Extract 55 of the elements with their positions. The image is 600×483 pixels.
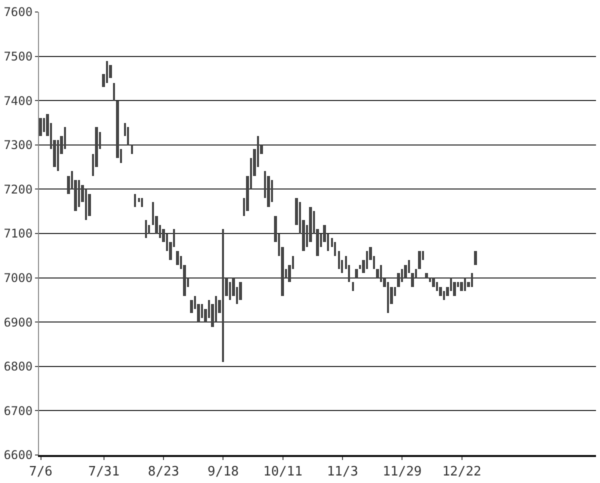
bar (474, 251, 477, 265)
y-tick-label: 6600 (4, 448, 33, 462)
bar (397, 273, 400, 287)
bar (464, 278, 466, 291)
bar (141, 198, 143, 207)
bar (334, 242, 336, 256)
x-tick-label: 12/22 (442, 464, 482, 480)
bar (443, 291, 445, 300)
y-tick-label: 7200 (4, 182, 33, 196)
y-tick-label: 7500 (4, 50, 33, 64)
y-tick-label: 7300 (4, 138, 33, 152)
y-tick-label: 6900 (4, 315, 33, 330)
bar (229, 282, 231, 300)
bar (387, 282, 389, 313)
y-tick-label: 7100 (4, 226, 33, 241)
bar (411, 273, 414, 287)
bar (57, 140, 59, 171)
bar (127, 127, 129, 145)
bar (425, 273, 428, 278)
bar (134, 194, 136, 207)
bar (338, 251, 340, 269)
x-tick-label: 8/23 (148, 464, 180, 480)
bar (453, 282, 456, 296)
bar (355, 269, 358, 278)
bar (176, 251, 179, 265)
y-tick-label: 6700 (4, 404, 33, 418)
bar (113, 83, 115, 101)
y-tick-label: 7000 (4, 271, 33, 285)
bar (145, 220, 147, 238)
y-tick-label: 7600 (4, 5, 33, 20)
bar (471, 273, 473, 287)
bar (418, 251, 421, 269)
bar (432, 278, 435, 287)
x-tick-label: 9/18 (208, 464, 239, 480)
bar (366, 251, 368, 269)
bar (239, 282, 242, 300)
bar (106, 61, 108, 83)
bar (376, 269, 379, 278)
bar (352, 282, 354, 291)
bar (460, 282, 463, 291)
y-tick-label: 7400 (4, 94, 33, 108)
bar (131, 145, 133, 154)
y-tick-label: 6800 (4, 360, 33, 374)
x-tick-label: 11/29 (382, 464, 422, 480)
bar (78, 180, 80, 207)
bar (190, 300, 193, 313)
bar (201, 304, 203, 318)
bar (222, 229, 224, 362)
x-tick-label: 11/3 (326, 464, 358, 480)
bar (39, 118, 42, 136)
x-tick-label: 7/31 (88, 464, 120, 480)
x-tick-label: 7/6 (29, 464, 52, 480)
x-tick-label: 10/11 (263, 464, 302, 480)
bar (85, 189, 87, 220)
bar (43, 118, 45, 132)
